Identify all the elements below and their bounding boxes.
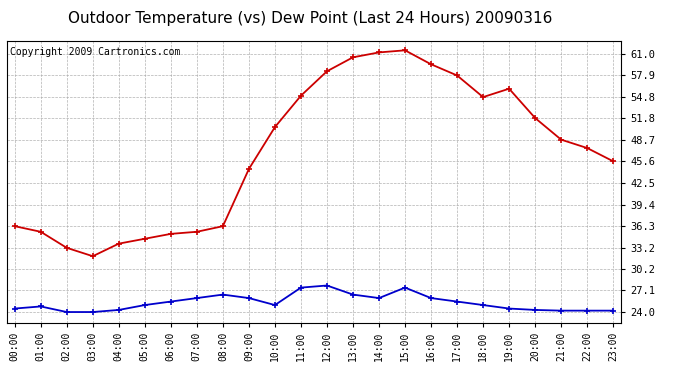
Text: Copyright 2009 Cartronics.com: Copyright 2009 Cartronics.com <box>10 47 180 57</box>
Text: Outdoor Temperature (vs) Dew Point (Last 24 Hours) 20090316: Outdoor Temperature (vs) Dew Point (Last… <box>68 11 553 26</box>
